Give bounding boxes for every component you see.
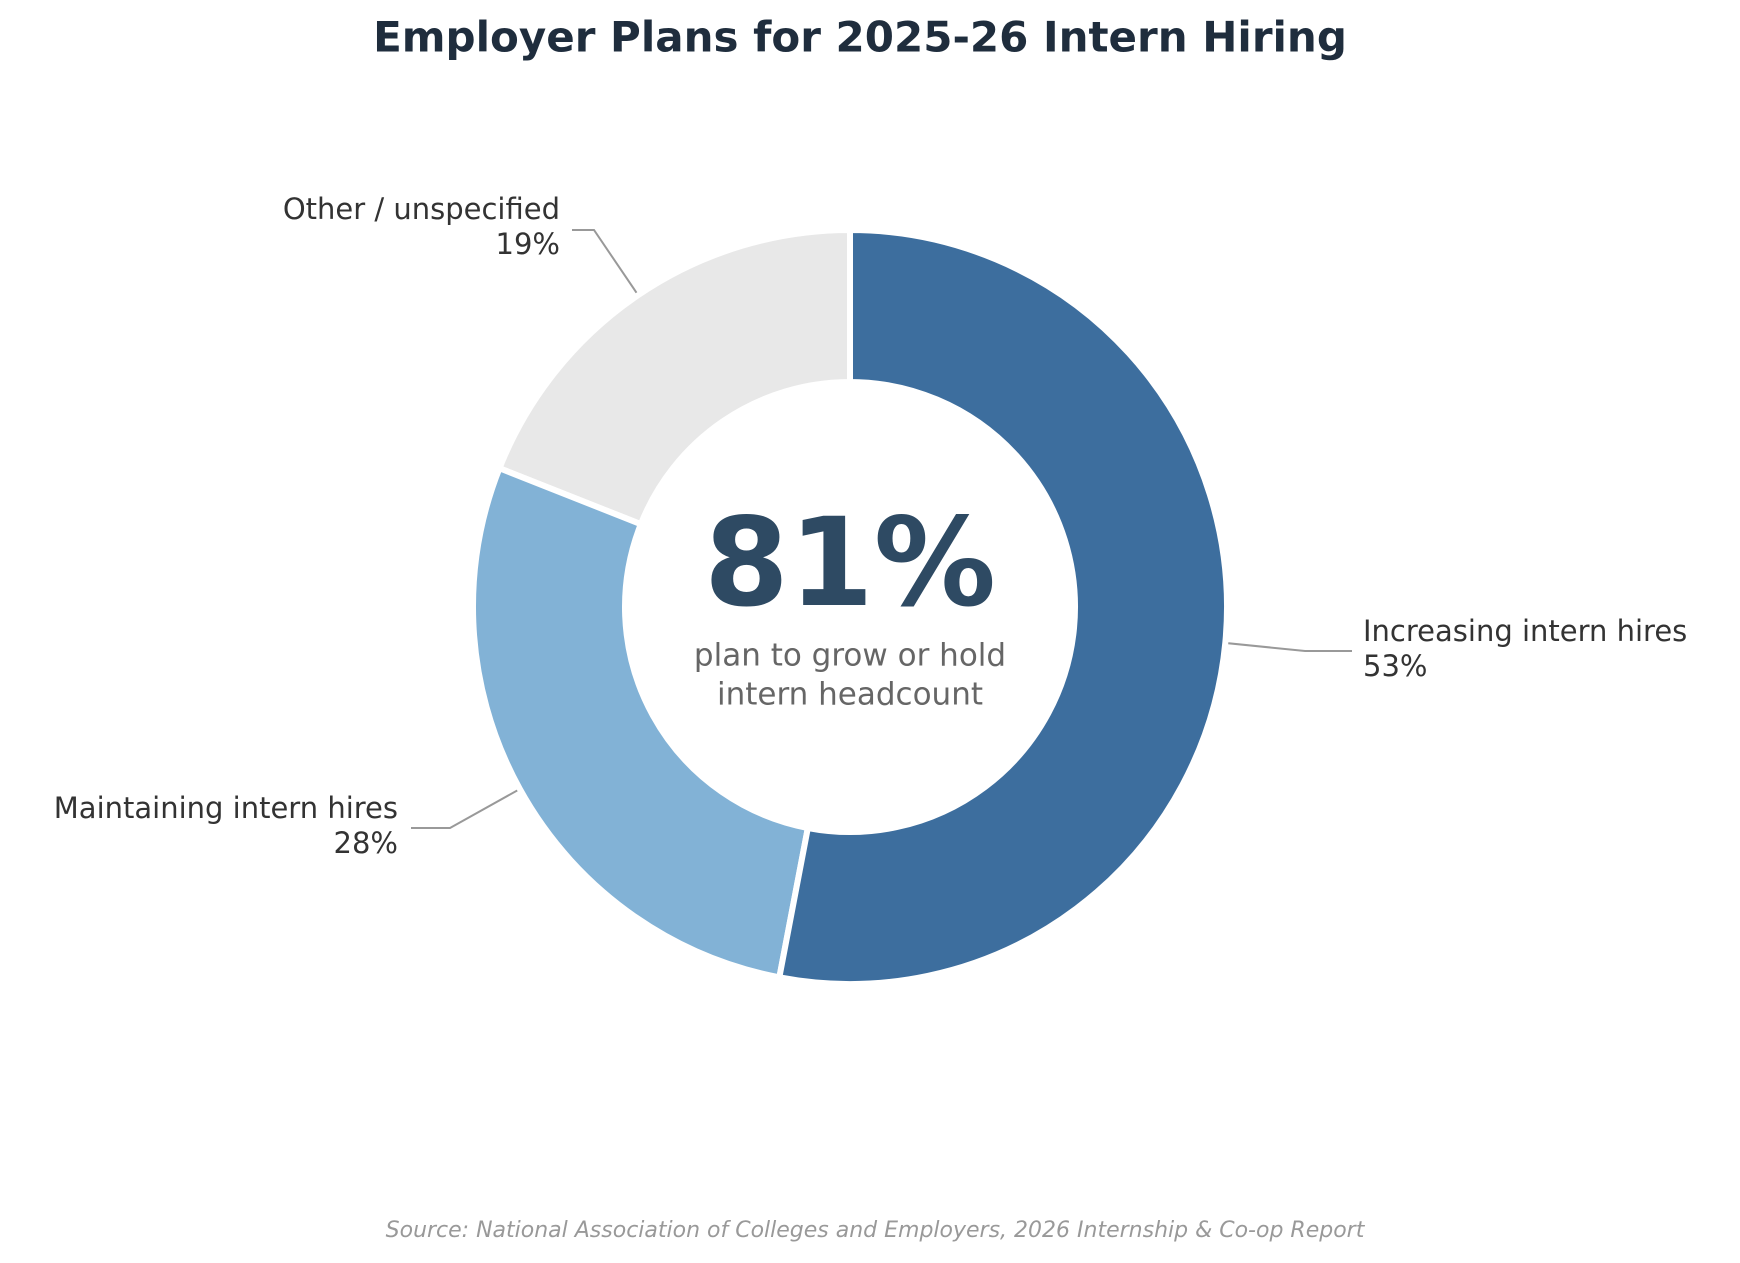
slice-label: Other / unspecified (283, 192, 560, 226)
slice-value-label: 28% (334, 826, 398, 860)
source-note: Source: National Association of Colleges… (386, 1218, 1366, 1243)
center-label: 81% (704, 492, 996, 634)
slice-value-label: 19% (496, 227, 560, 261)
slice-label: Increasing intern hires (1363, 614, 1687, 648)
slice-value-label: 53% (1363, 649, 1427, 683)
center-note: plan to grow or hold (694, 638, 1006, 674)
slice (470, 464, 812, 981)
slice (495, 226, 853, 529)
slice (775, 226, 1230, 987)
chart-title: Employer Plans for 2025-26 Intern Hiring (373, 13, 1347, 62)
slice-label: Maintaining intern hires (54, 791, 398, 825)
center-note: intern headcount (717, 677, 983, 713)
